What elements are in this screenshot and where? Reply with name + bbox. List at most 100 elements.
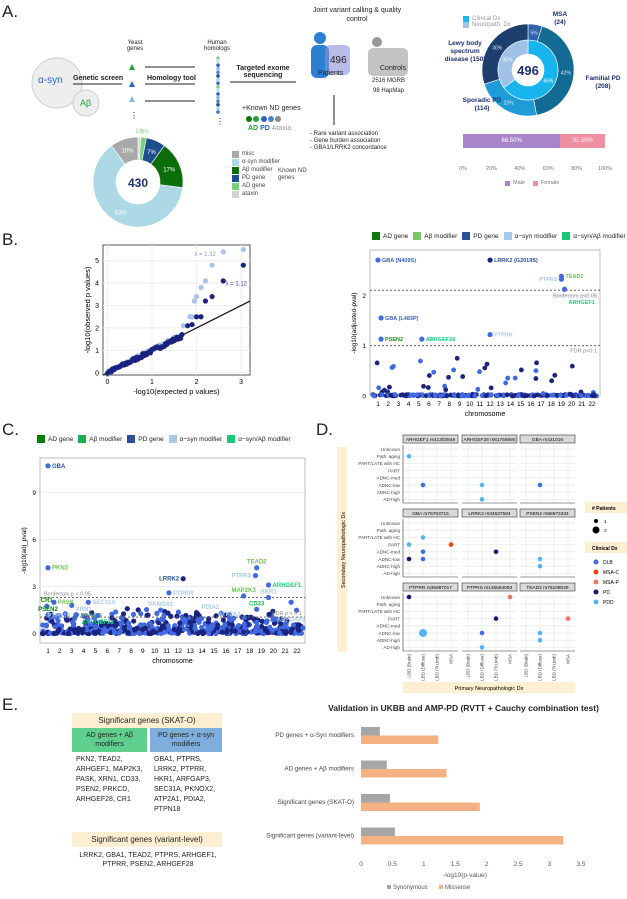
y-tick-label: 4 — [95, 281, 99, 288]
qq-point — [191, 298, 197, 304]
hit-label: ATP2A1 — [218, 612, 241, 618]
targeted-sequencing-label: Targeted exome sequencing — [236, 65, 290, 79]
slice-percent-label: 65% — [543, 78, 554, 84]
snp-point — [62, 611, 68, 617]
y-tick-label: Path. aging — [377, 602, 401, 607]
x-tick-label: 22 — [588, 401, 596, 408]
hit-label: PASK — [58, 600, 75, 606]
y-tick-label: 9 — [32, 490, 36, 497]
legend-label: PD gene — [242, 175, 266, 181]
y-tick-label: 3 — [95, 303, 99, 310]
bar-synonymous — [361, 827, 395, 836]
qq-point — [209, 262, 215, 268]
y-tick-label: ADNC-low — [379, 557, 401, 562]
homolog-dot — [216, 92, 220, 96]
snp-point — [558, 392, 563, 398]
snp-point — [137, 630, 143, 637]
facet-title: PTPRS rs145584093 — [467, 585, 513, 591]
snp-point — [283, 629, 289, 635]
homolog-dot — [216, 74, 220, 78]
variant-level-header: Significant genes (variant-level) — [72, 832, 222, 847]
inner-donut-slice — [503, 39, 559, 101]
y-tick-label: 5 — [95, 258, 99, 265]
snp-point — [477, 369, 482, 375]
y-tick-label: Path. aging — [377, 454, 401, 459]
y-tick-label: PART — [388, 468, 400, 473]
homolog-dot — [216, 106, 220, 111]
snp-point — [220, 617, 226, 623]
cohort-group-label: Familial PD — [585, 75, 620, 82]
x-tick-label: 1 — [422, 861, 426, 868]
x-tick-label: 2 — [195, 379, 199, 386]
hit-point — [69, 602, 75, 608]
snp-point — [549, 378, 555, 384]
size-legend-label: 1 — [604, 519, 607, 525]
snp-point — [263, 619, 269, 625]
panel-a-label: A. — [2, 2, 19, 21]
y-tick-label: 2 — [362, 293, 366, 300]
x-tick-label: LBD (Diffuse) — [480, 654, 485, 681]
snp-point — [483, 393, 489, 399]
cohort-group-label: Sporadic PD — [463, 97, 502, 104]
snp-point — [134, 625, 140, 631]
facet-title: GBA rs76763715 — [412, 511, 449, 517]
slice-percent-label: 17% — [163, 167, 176, 173]
ad-genes-header: AD genes + Aβ modifiers — [72, 728, 147, 752]
plot-frame — [369, 249, 601, 397]
homolog-dot — [216, 77, 220, 82]
facet-header — [461, 434, 518, 444]
hit-label: CD33 — [249, 601, 265, 607]
qq-plot: 0 1 2 3 0 1 2 3 4 5 λ = 1.32 λ = 1.12 -log10(expecte… — [83, 244, 251, 396]
hit-label: GBA (L483P) — [385, 316, 419, 322]
alpha-syn-yeast-label: α-syn — [38, 75, 63, 86]
legend-title-bg — [585, 502, 627, 513]
primary-dx-strip — [403, 682, 575, 693]
snp-point — [462, 393, 467, 399]
snp-point — [85, 616, 91, 622]
snp-point — [55, 618, 61, 624]
x-axis-title: -log10(p-value) — [443, 872, 487, 879]
hit-point — [252, 572, 259, 579]
snp-point — [446, 374, 451, 380]
patient-point — [537, 637, 543, 643]
snp-point — [222, 612, 228, 618]
patient-point — [537, 482, 543, 488]
snp-point — [91, 629, 97, 636]
homology-tool-label: Homology tool — [147, 75, 196, 82]
patient-point — [406, 594, 412, 600]
yeast-cell-icon — [31, 57, 100, 117]
facet-title: PSEN2 rs58973334 — [526, 511, 569, 517]
snp-point — [535, 392, 540, 398]
snp-point — [229, 622, 235, 628]
snp-point — [266, 611, 272, 617]
y-tick-label: ADNC-low — [379, 631, 401, 636]
hit-label: PKN2 — [52, 566, 69, 572]
snp-point — [205, 619, 212, 625]
qq-point — [193, 293, 200, 300]
hit-point — [558, 276, 565, 282]
homolog-dot — [216, 81, 220, 85]
known-nd-genes-label: +Known ND genes — [242, 105, 301, 112]
homolog-donut-legend: misc α-syn modifier Aβ modifier PD gene AD g… — [232, 150, 280, 198]
snp-point — [241, 629, 247, 635]
sex-bar-segment-male: 68.50% — [463, 134, 561, 148]
snp-point — [39, 630, 46, 637]
bar-missense — [361, 769, 447, 778]
snp-point — [488, 392, 494, 398]
snp-point — [404, 392, 410, 397]
x-tick-label: 1.5 — [451, 861, 460, 868]
snp-point — [371, 393, 377, 399]
x-tick-label: 3 — [397, 401, 401, 408]
qq-point — [198, 284, 204, 291]
x-tick-label: 2 — [485, 861, 489, 868]
snp-point — [161, 612, 167, 618]
clinical-legend-dot — [593, 589, 599, 595]
hit-point — [44, 603, 50, 609]
clinical-legend-label: MSA-C — [603, 570, 620, 576]
snp-point — [437, 393, 443, 399]
snp-point — [161, 624, 167, 630]
hit-point — [45, 463, 51, 469]
x-tick-label: 0 — [359, 861, 363, 868]
snp-point — [374, 360, 380, 366]
homolog-dot — [216, 70, 220, 75]
